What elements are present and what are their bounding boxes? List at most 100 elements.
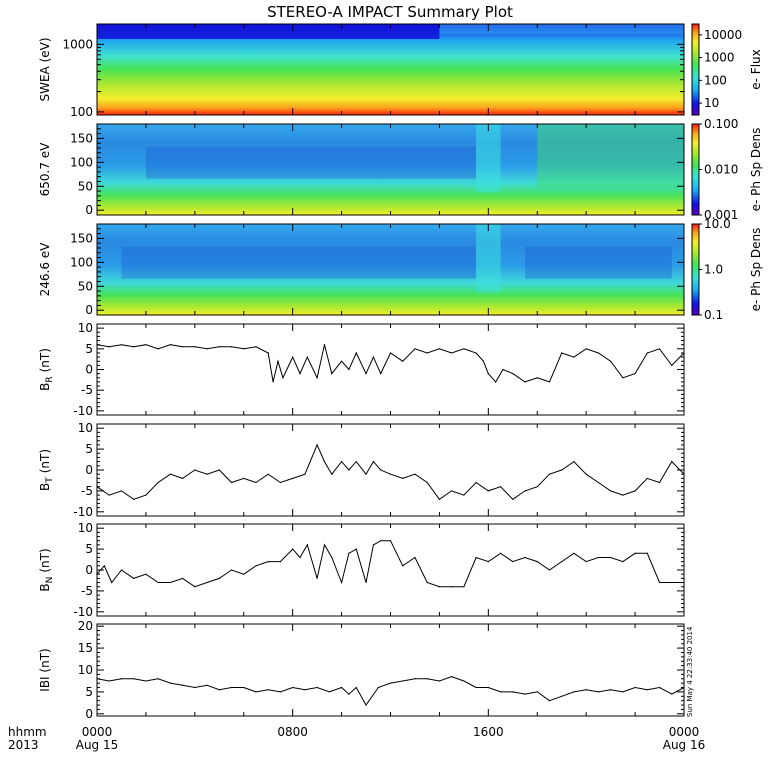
panel-3-data-point xyxy=(597,352,599,354)
panel-3-data-point xyxy=(622,377,624,379)
panel-4-data-point xyxy=(323,461,326,463)
panel-5-data-point xyxy=(323,544,326,546)
panel-3-data-point xyxy=(380,373,382,375)
y-tick-label: 100 xyxy=(70,155,93,169)
ylabel-main: B xyxy=(38,383,52,391)
panel-3-data-point xyxy=(243,348,245,350)
ylabel-sub: N xyxy=(45,577,55,584)
panel-4-data-point xyxy=(206,473,208,475)
ylabel-text: BT (nT) xyxy=(38,449,55,491)
panel-3-data-point xyxy=(355,352,357,354)
ylabel-text: SWEA (eV) xyxy=(38,37,52,101)
panel-6-data-point xyxy=(292,686,294,689)
panel-3-data-point xyxy=(316,377,318,379)
panel-5-data-point xyxy=(372,544,374,546)
panel-4-data-point xyxy=(230,481,233,484)
y-tick-label: 0 xyxy=(85,203,93,217)
panel-3-data-point xyxy=(536,377,538,379)
y-tick-label: -10 xyxy=(73,404,93,418)
panel-4-data-point xyxy=(548,473,551,475)
panel-6-data-point xyxy=(169,682,171,684)
panel-4-data-point xyxy=(512,498,514,500)
panel-6-data-point xyxy=(218,689,220,691)
panel-5-data-point xyxy=(355,548,357,550)
panel-6-data-point xyxy=(355,686,357,689)
panel-5-data-point xyxy=(306,544,308,546)
panel-6-data-point xyxy=(536,691,538,693)
panel-3-data-point xyxy=(108,346,110,348)
panel-4-data-point xyxy=(348,469,350,471)
panel-6-data-point xyxy=(255,691,257,693)
panel-4-data-point xyxy=(573,461,575,463)
panel-6-data-point xyxy=(463,680,465,682)
panel-5-data-point xyxy=(230,569,233,571)
panel-0-colorbar xyxy=(691,23,700,116)
panel-2-heatmap xyxy=(97,224,684,315)
panel-3-data-point xyxy=(230,346,233,348)
panel-6-data-point xyxy=(610,689,612,691)
panel-4-data-point xyxy=(157,481,159,484)
panel-6-data-point xyxy=(475,686,477,689)
panel-4-data-point xyxy=(634,490,636,492)
panel-2-colorbar xyxy=(691,223,700,316)
ylabel-unit: (nT) xyxy=(38,449,52,473)
panel-3-data-point xyxy=(487,373,489,375)
panel-4-data-point xyxy=(561,469,563,471)
panel-4-data-point xyxy=(524,490,526,492)
panel-6-data-point xyxy=(194,686,196,689)
panel-5-data-point xyxy=(267,561,269,563)
panel-4-data-point xyxy=(182,477,184,479)
panel-5-data-point xyxy=(365,581,367,584)
panel-4-data-point xyxy=(658,481,661,484)
panel-3-data-point xyxy=(482,360,485,362)
panel-3-data-point xyxy=(610,360,612,362)
panel-6-data-point xyxy=(438,680,441,682)
heatmap-band xyxy=(525,246,672,279)
panel-3-data-point xyxy=(255,346,257,348)
panel-5-data-point xyxy=(255,565,257,567)
time-tick-label: 0000 xyxy=(669,725,700,739)
panel-5-data-point xyxy=(487,561,489,563)
panel-5-data-point xyxy=(389,540,392,542)
panel-4-data-point xyxy=(267,473,269,475)
colorbar-tick-label: 10 xyxy=(704,96,719,110)
panel-6-data-point xyxy=(157,678,159,680)
panel-3-data-point xyxy=(306,356,308,358)
panel-5-data-point xyxy=(103,565,105,567)
panel-6-data-point xyxy=(646,689,648,691)
y-tick-label: -10 xyxy=(73,605,93,619)
panel-3-data-point xyxy=(182,346,184,348)
panel-5-data-point xyxy=(120,569,123,571)
panel-4-data-point xyxy=(108,494,110,496)
panel-3-data-point xyxy=(120,344,123,346)
panel-3-frame xyxy=(96,323,685,416)
colorbar-tick-label: 1000 xyxy=(704,51,735,65)
panel-5-data-point xyxy=(133,577,135,579)
panel-3-data-point xyxy=(389,352,392,354)
panel-5-data-point xyxy=(646,552,648,554)
panel-3-data-point xyxy=(194,346,196,348)
panel-1-heatmap xyxy=(97,124,684,215)
panel-5-data-point xyxy=(340,581,343,584)
panel-4-data-point xyxy=(451,490,453,492)
panel-3-data-point xyxy=(282,377,284,379)
colorbar-tick-label: 0.100 xyxy=(704,117,738,131)
heatmap-band xyxy=(537,124,684,188)
panel-4-data-point xyxy=(169,473,171,475)
panel-5-data-point xyxy=(597,556,599,559)
y-tick-label: 10 xyxy=(78,321,93,335)
y-tick-label: 0 xyxy=(85,303,93,317)
panel-5-data-point xyxy=(182,577,184,579)
panel-1-colorbar-label-group: e- Ph Sp Dens xyxy=(749,128,763,212)
panel-6-data-point xyxy=(622,691,624,693)
panel-3-data-point xyxy=(573,356,575,358)
ylabel-sub: T xyxy=(45,477,55,484)
panel-3-data-point xyxy=(299,373,301,375)
panel-3-data-point xyxy=(414,348,416,350)
panel-4-data-point xyxy=(316,444,318,446)
panel-3-data-point xyxy=(157,348,159,350)
date-tick-label: Aug 15 xyxy=(76,738,119,752)
panel-5-data-point xyxy=(499,552,502,554)
